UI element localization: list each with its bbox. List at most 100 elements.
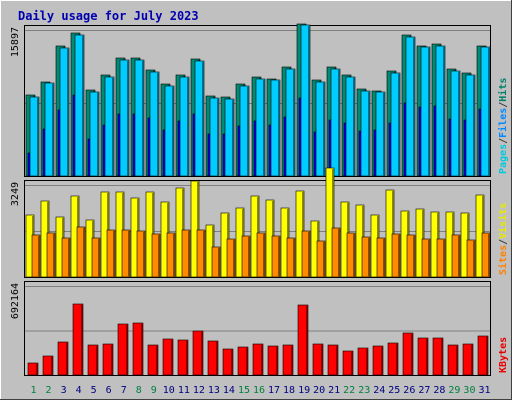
chart-title: Daily usage for July 2023 (18, 9, 199, 23)
bar-kbytes-shade-day-5 (96, 346, 98, 375)
x-tick-label-day-6: 6 (106, 385, 112, 396)
bar-sites-day-15 (241, 235, 251, 278)
bar-kbytes-day-1 (27, 362, 39, 376)
bar-sites-shade-day-12 (203, 231, 205, 277)
bar-sites-day-11 (181, 229, 191, 278)
bar-sites-shade-day-20 (323, 242, 325, 277)
bar-pages-day-24 (375, 91, 386, 177)
bar-sites-day-6 (106, 229, 116, 278)
bar-pages-shade-day-5 (97, 93, 99, 176)
bar-sites-shade-day-11 (188, 231, 190, 277)
bar-kbytes-shade-day-16 (261, 345, 263, 375)
bar-kbytes-day-9 (147, 344, 159, 376)
bar-kbytes-day-11 (177, 339, 189, 376)
bar-pages-day-8 (134, 59, 145, 177)
bar-visits-day-12 (190, 180, 200, 278)
bar-pages-shade-day-6 (112, 78, 114, 176)
bar-pages-day-21 (330, 68, 341, 177)
bar-kbytes-shade-day-19 (306, 306, 308, 375)
bar-kbytes-shade-day-30 (471, 345, 473, 375)
bar-sites-day-28 (436, 238, 446, 278)
bar-sites-shade-day-25 (398, 235, 400, 277)
bar-kbytes-day-12 (192, 330, 204, 376)
bar-pages-day-27 (420, 46, 431, 177)
x-tick-label-day-23: 23 (358, 385, 370, 396)
bar-sites-shade-day-6 (113, 231, 115, 277)
bar-visits-day-21 (325, 167, 335, 278)
panel-bottom-max-label: 692164 (10, 283, 21, 319)
x-tick-label-day-27: 27 (418, 385, 430, 396)
bar-sites-day-8 (136, 230, 146, 278)
bar-sites-day-1 (31, 234, 41, 278)
x-tick-label-day-11: 11 (178, 385, 190, 396)
bar-pages-shade-day-2 (52, 84, 54, 176)
bar-kbytes-shade-day-31 (486, 337, 488, 375)
bar-sites-day-23 (361, 236, 371, 278)
bar-kbytes-shade-day-28 (441, 339, 443, 375)
bar-sites-day-22 (346, 232, 356, 278)
bar-kbytes-shade-day-24 (381, 347, 383, 375)
legend-item: / (498, 138, 509, 144)
bar-sites-shade-day-18 (293, 239, 295, 277)
x-tick-label-day-19: 19 (298, 385, 310, 396)
x-tick-label-day-8: 8 (136, 385, 142, 396)
bar-sites-day-30 (466, 239, 476, 278)
bar-sites-day-16 (256, 232, 266, 278)
bar-kbytes-shade-day-18 (291, 346, 293, 375)
bar-pages-shade-day-8 (142, 61, 144, 176)
bar-kbytes-shade-day-23 (366, 349, 368, 375)
x-tick-label-day-1: 1 (31, 385, 37, 396)
legend-item: / (498, 239, 509, 245)
bar-kbytes-day-18 (282, 344, 294, 376)
bar-pages-day-31 (480, 46, 491, 177)
bar-sites-day-3 (61, 237, 71, 278)
bar-kbytes-day-6 (102, 343, 114, 376)
bar-kbytes-day-15 (237, 346, 249, 376)
x-tick-label-day-9: 9 (151, 385, 157, 396)
bar-pages-day-2 (44, 82, 55, 177)
bar-sites-shade-day-4 (83, 228, 85, 277)
bar-kbytes-day-27 (417, 337, 429, 376)
bar-sites-day-31 (481, 232, 491, 278)
bar-kbytes-day-14 (222, 348, 234, 376)
bar-sites-day-14 (226, 238, 236, 278)
x-tick-label-day-12: 12 (193, 385, 205, 396)
bar-kbytes-day-4 (72, 303, 84, 376)
bar-sites-day-27 (421, 238, 431, 278)
bar-kbytes-shade-day-29 (456, 346, 458, 375)
bar-sites-shade-day-2 (53, 234, 55, 277)
bar-pages-day-10 (164, 85, 175, 177)
bar-pages-shade-day-12 (202, 62, 204, 176)
bar-kbytes-shade-day-17 (276, 347, 278, 375)
bar-kbytes-shade-day-20 (321, 345, 323, 375)
bar-pages-day-4 (74, 34, 85, 177)
bar-sites-shade-day-16 (263, 234, 265, 277)
bar-pages-shade-day-11 (187, 78, 189, 176)
bar-sites-shade-day-9 (158, 235, 160, 277)
bar-kbytes-shade-day-13 (216, 342, 218, 375)
bar-pages-shade-day-13 (217, 99, 219, 176)
bar-pages-shade-day-28 (443, 47, 445, 176)
x-tick-label-day-5: 5 (91, 385, 97, 396)
bar-pages-day-28 (435, 45, 446, 177)
bar-pages-day-5 (89, 91, 100, 177)
bar-sites-day-18 (286, 237, 296, 278)
bar-kbytes-day-29 (447, 344, 459, 376)
bar-pages-shade-day-30 (473, 76, 475, 176)
bar-sites-shade-day-8 (143, 232, 145, 277)
bar-pages-day-19 (300, 24, 311, 177)
bar-pages-shade-day-19 (308, 26, 310, 176)
bar-pages-shade-day-20 (323, 83, 325, 176)
bar-sites-day-25 (391, 233, 401, 278)
bar-kbytes-shade-day-26 (411, 334, 413, 375)
bar-pages-shade-day-14 (232, 100, 234, 176)
bar-pages-day-14 (224, 98, 235, 177)
bar-sites-shade-day-19 (308, 232, 310, 277)
bar-sites-shade-day-14 (233, 240, 235, 277)
bar-kbytes-shade-day-3 (66, 343, 68, 375)
bar-sites-shade-day-10 (173, 234, 175, 277)
bar-sites-day-19 (301, 230, 311, 278)
bar-pages-day-18 (285, 68, 296, 177)
bar-sites-day-12 (196, 229, 206, 278)
